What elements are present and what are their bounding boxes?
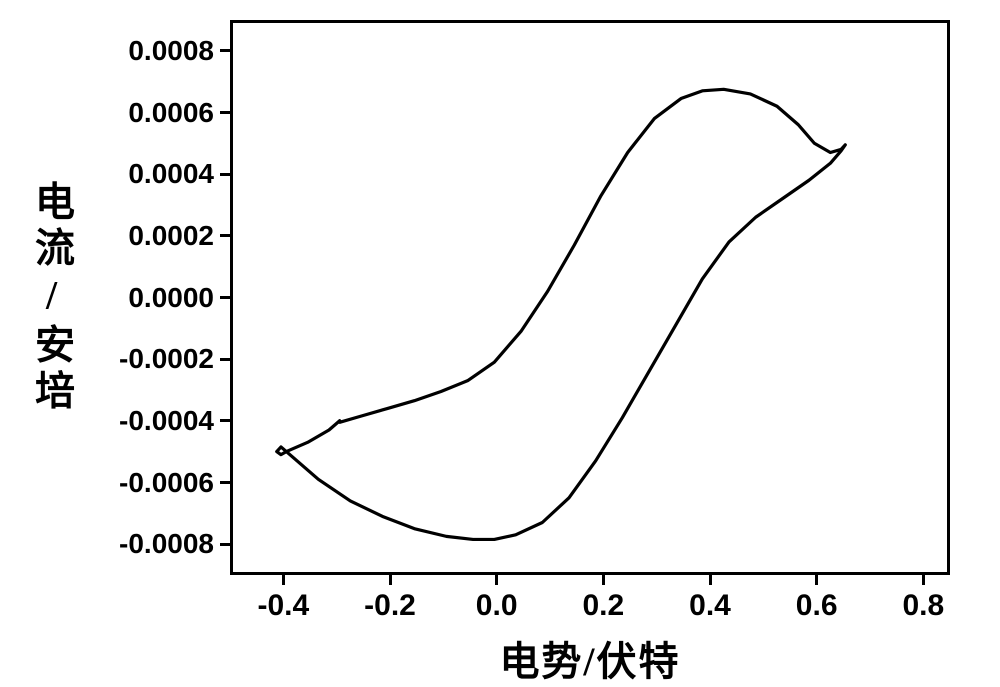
x-tick xyxy=(709,575,712,585)
y-tick-label: -0.0008 xyxy=(119,528,214,560)
x-tick-label: -0.2 xyxy=(364,589,416,623)
y-tick-label: -0.0004 xyxy=(119,405,214,437)
y-tick xyxy=(220,358,230,361)
y-tick-label: 0.0006 xyxy=(128,97,214,129)
y-tick xyxy=(220,173,230,176)
y-tick xyxy=(220,49,230,52)
x-tick-label: 0.4 xyxy=(689,589,731,623)
x-tick-label: 0.0 xyxy=(476,589,518,623)
y-tick-label: 0.0004 xyxy=(128,158,214,190)
x-tick-label: 0.8 xyxy=(902,589,944,623)
cv-path xyxy=(277,89,846,539)
y-tick xyxy=(220,111,230,114)
y-tick-label: 0.0002 xyxy=(128,220,214,252)
y-tick-label: 0.0000 xyxy=(128,282,214,314)
y-tick xyxy=(220,419,230,422)
y-tick xyxy=(220,481,230,484)
plot-area xyxy=(230,20,950,575)
y-tick-label: -0.0002 xyxy=(119,343,214,375)
x-tick-label: 0.2 xyxy=(582,589,624,623)
x-tick xyxy=(495,575,498,585)
x-tick xyxy=(815,575,818,585)
x-tick xyxy=(922,575,925,585)
x-tick xyxy=(389,575,392,585)
x-tick-label: 0.6 xyxy=(796,589,838,623)
x-tick xyxy=(602,575,605,585)
y-tick-label: 0.0008 xyxy=(128,35,214,67)
y-tick xyxy=(220,296,230,299)
y-tick xyxy=(220,234,230,237)
x-tick-label: -0.4 xyxy=(257,589,309,623)
y-tick-label: -0.0006 xyxy=(119,467,214,499)
x-tick xyxy=(282,575,285,585)
cv-figure: 电流/安培 电势/伏特 -0.4 -0.2 0.0 0.2 0.4 0.6 0.8 -0.00… xyxy=(0,0,1000,685)
y-tick xyxy=(220,543,230,546)
x-axis-label: 电势/伏特 xyxy=(499,629,680,687)
y-axis-label: 电流/安培 xyxy=(22,180,80,415)
cv-curve xyxy=(233,23,953,578)
